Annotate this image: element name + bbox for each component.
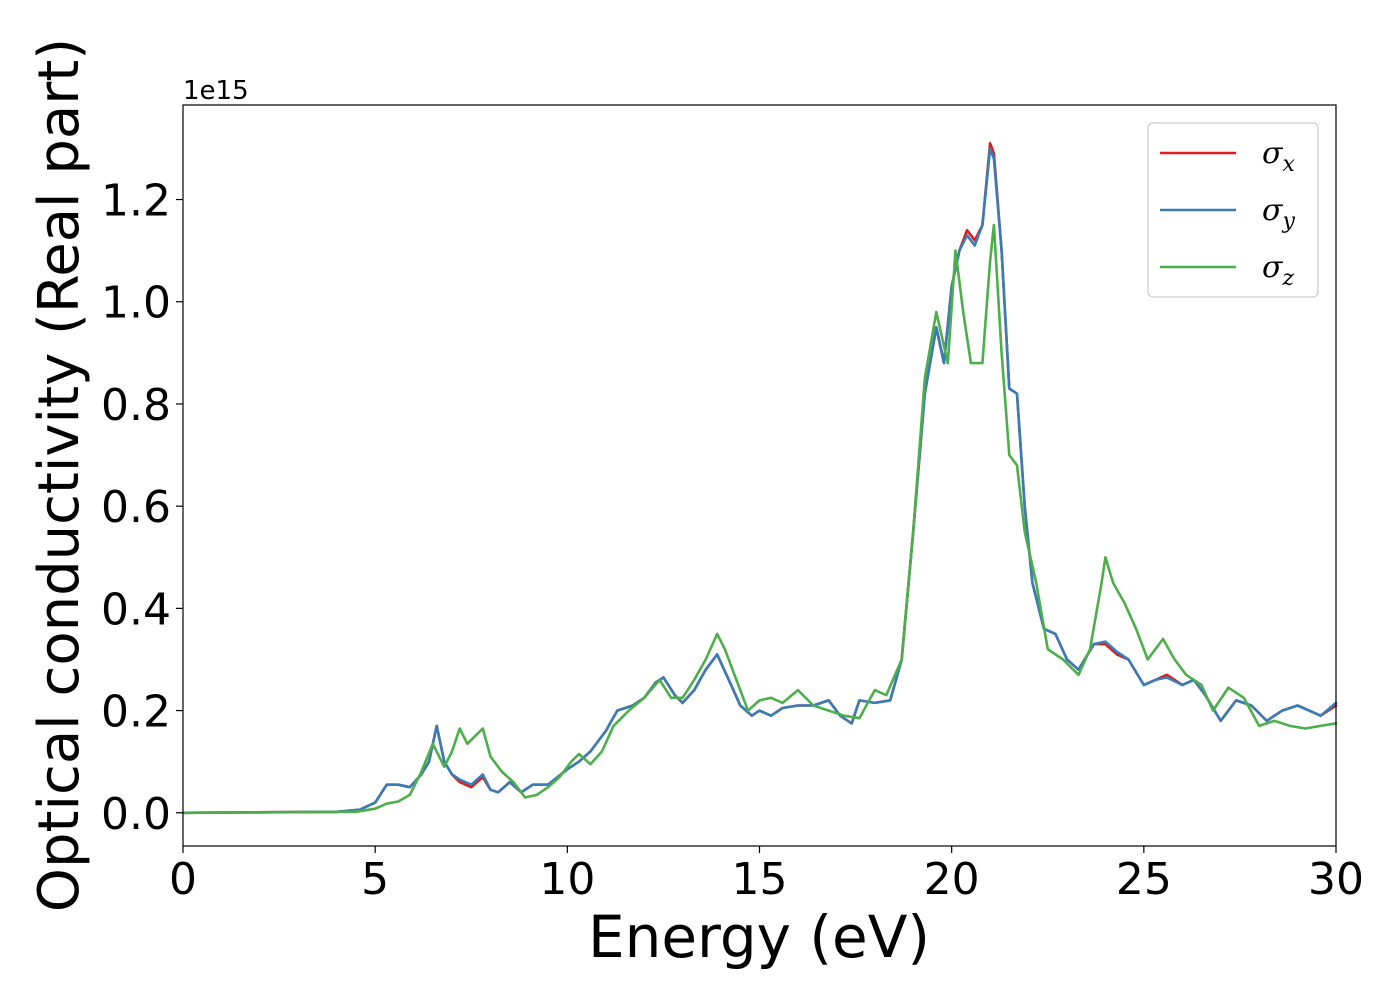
series-line-z: [181, 223, 1338, 815]
x-tick-label: 30: [1308, 854, 1364, 905]
y-tick-label: 0.4: [101, 584, 171, 635]
y-tick-label: 0.8: [101, 380, 171, 431]
y-tick-label: 0.6: [101, 482, 171, 533]
plot-area: [183, 105, 1336, 846]
plot-frame: [182, 104, 1337, 847]
y-tick-label: 0.2: [101, 687, 171, 738]
x-tick-label: 20: [924, 854, 980, 905]
x-tick-label: 10: [539, 854, 595, 905]
series-layer: [181, 142, 1338, 815]
y-ticks: 0.0 0.2 0.4 0.6 0.8 1.0 1.2: [101, 176, 183, 840]
y-tick-label: 0.0: [101, 789, 171, 840]
x-tick-label: 5: [361, 854, 389, 905]
y-tick-label: 1.2: [101, 176, 171, 227]
x-ticks: 0 5 10 15 20 25 30: [169, 846, 1364, 905]
x-tick-label: 25: [1116, 854, 1172, 905]
x-tick-label: 0: [169, 854, 197, 905]
y-tick-label: 1.0: [101, 278, 171, 329]
y-axis-label: Optical conductivity (Real part): [27, 38, 92, 912]
x-axis-label: Energy (eV): [588, 903, 930, 971]
x-tick-label: 15: [732, 854, 788, 905]
y-offset-label: 1e15: [183, 76, 249, 106]
